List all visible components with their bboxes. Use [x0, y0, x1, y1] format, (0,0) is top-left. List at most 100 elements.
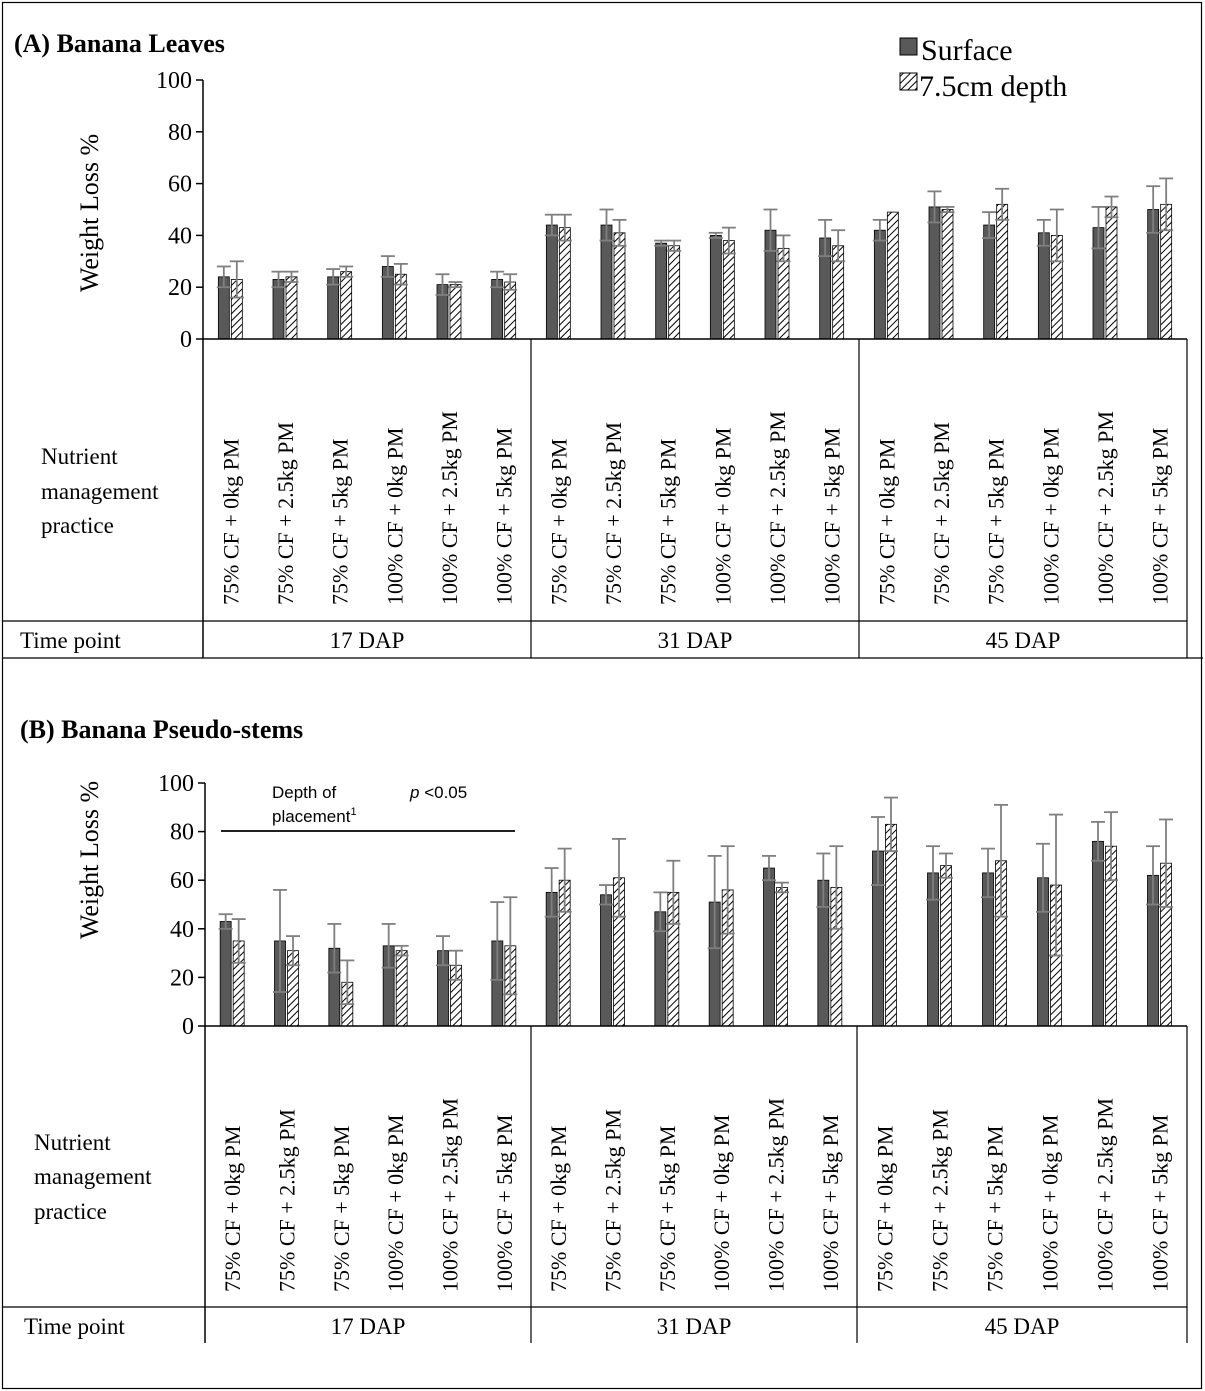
- category-label: 75% CF + 2.5kg PM: [273, 422, 298, 605]
- category-label: 100% CF + 2.5kg PM: [764, 1098, 789, 1292]
- annotation-superscript: 1: [350, 806, 356, 818]
- bar-depth: [885, 823, 897, 1027]
- annotation-depth-text: placement: [272, 807, 351, 826]
- bar-depth: [722, 240, 735, 340]
- annotation-pvalue: p <0.05: [409, 783, 467, 802]
- y-tick-label: 80: [168, 120, 192, 146]
- annotation-depth-line2: placement1: [272, 806, 357, 826]
- bar-surface: [763, 867, 775, 1027]
- bar-surface: [1092, 840, 1104, 1027]
- bar-depth: [340, 271, 353, 340]
- panel-b-y-ticks: 0 20 40 60 80 100: [158, 771, 205, 1040]
- category-label: 100% CF + 5kg PM: [1148, 428, 1173, 605]
- bar-depth: [996, 203, 1009, 340]
- bar-surface: [545, 224, 558, 340]
- group-label: 45 DAP: [986, 628, 1061, 653]
- category-label: 100% CF + 2.5kg PM: [1093, 411, 1118, 605]
- row-header-line: management: [34, 1164, 152, 1189]
- category-label: 75% CF + 2.5kg PM: [601, 422, 626, 605]
- panel-b-time-header: Time point: [24, 1314, 125, 1339]
- panel-b: (B) Banana Pseudo-stems Weight Loss % 0 2…: [2, 715, 1188, 1343]
- bar-depth: [940, 865, 952, 1027]
- bar-depth: [558, 227, 571, 340]
- category-label: 75% CF + 5kg PM: [983, 1126, 1008, 1292]
- legend: Surface 7.5cm depth: [899, 34, 1067, 103]
- bar-surface: [600, 224, 613, 340]
- category-label: 75% CF + 0kg PM: [546, 1126, 571, 1292]
- panel-b-category-labels: 75% CF + 0kg PM 75% CF + 2.5kg PM 75% CF +…: [220, 1098, 1172, 1292]
- panel-a-y-axis-label: Weight Loss %: [75, 134, 104, 292]
- category-label: 75% CF + 5kg PM: [655, 1126, 680, 1292]
- bar-depth: [668, 245, 681, 340]
- group-label: 45 DAP: [985, 1314, 1060, 1339]
- category-label: 75% CF + 0kg PM: [218, 439, 243, 605]
- category-label: 100% CF + 0kg PM: [1038, 428, 1063, 605]
- group-label: 31 DAP: [658, 628, 733, 653]
- panel-a-bars: [216, 177, 1174, 340]
- category-label: 100% CF + 2.5kg PM: [437, 411, 462, 605]
- row-header-line: Nutrient: [41, 444, 118, 469]
- bar-surface: [600, 894, 612, 1027]
- bar-depth: [449, 284, 462, 340]
- panel-b-y-axis-label: Weight Loss %: [75, 781, 104, 939]
- annotation-p: p: [409, 783, 419, 802]
- category-label: 75% CF + 2.5kg PM: [929, 422, 954, 605]
- bar-depth: [395, 950, 408, 1027]
- category-label: 100% CF + 2.5kg PM: [765, 411, 790, 605]
- bar-surface: [491, 279, 504, 340]
- bar-surface: [928, 206, 941, 340]
- group-label: 17 DAP: [330, 628, 405, 653]
- panel-a-group-labels: 17 DAP 31 DAP 45 DAP: [330, 628, 1061, 653]
- row-header-line: Nutrient: [34, 1130, 111, 1155]
- panel-a-category-labels: 75% CF + 0kg PM 75% CF + 2.5kg PM 75% CF +…: [218, 411, 1172, 605]
- category-label: 75% CF + 0kg PM: [874, 439, 899, 605]
- bar-surface: [327, 276, 340, 340]
- group-label: 17 DAP: [331, 1314, 406, 1339]
- category-label: 75% CF + 0kg PM: [220, 1126, 245, 1292]
- bar-depth: [1105, 206, 1118, 340]
- category-label: 100% CF + 0kg PM: [709, 1115, 734, 1292]
- y-tick-label: 100: [158, 771, 194, 797]
- panel-b-table: [2, 783, 1188, 1343]
- y-tick-label: 40: [170, 917, 194, 943]
- bar-depth: [776, 887, 788, 1027]
- panel-a-table: [2, 80, 1188, 658]
- bar-surface: [709, 234, 722, 340]
- y-tick-label: 0: [180, 327, 192, 353]
- category-label: 75% CF + 5kg PM: [984, 439, 1009, 605]
- row-header-line: practice: [41, 513, 114, 538]
- y-tick-label: 0: [182, 1014, 194, 1040]
- category-label: 100% CF + 0kg PM: [1038, 1115, 1063, 1292]
- category-label: 75% CF + 0kg PM: [546, 439, 571, 605]
- panel-a-time-header: Time point: [20, 628, 121, 653]
- panel-b-title: (B) Banana Pseudo-stems: [20, 715, 303, 744]
- category-label: 100% CF + 2.5kg PM: [438, 1098, 463, 1292]
- category-label: 75% CF + 5kg PM: [329, 1126, 354, 1292]
- annotation-p-threshold: <0.05: [419, 783, 467, 802]
- legend-depth-label: 7.5cm depth: [919, 70, 1067, 103]
- y-tick-label: 60: [170, 868, 194, 894]
- panel-b-bars: [218, 796, 1173, 1027]
- panel-a-title: (A) Banana Leaves: [14, 29, 225, 58]
- category-label: 100% CF + 5kg PM: [820, 428, 845, 605]
- y-tick-label: 80: [170, 820, 194, 846]
- panel-b-annotation: Depth of placement1 p <0.05: [221, 783, 515, 832]
- legend-surface-swatch: [899, 37, 918, 56]
- bar-surface: [219, 921, 232, 1027]
- category-label: 100% CF + 5kg PM: [492, 428, 517, 605]
- panel-a: (A) Banana Leaves Surface 7.5cm depth We…: [2, 29, 1188, 658]
- category-label: 100% CF + 0kg PM: [383, 1115, 408, 1292]
- bar-surface: [983, 224, 996, 340]
- category-label: 75% CF + 0kg PM: [873, 1126, 898, 1292]
- bar-depth: [285, 276, 298, 340]
- category-label: 100% CF + 5kg PM: [1148, 1115, 1173, 1292]
- category-label: 100% CF + 0kg PM: [382, 428, 407, 605]
- category-label: 100% CF + 5kg PM: [492, 1115, 517, 1292]
- panel-a-row-header: Nutrient management practice: [41, 444, 159, 538]
- y-tick-label: 60: [168, 172, 192, 198]
- panel-a-y-ticks: 0 20 40 60 80 100: [156, 68, 203, 353]
- category-label: 75% CF + 2.5kg PM: [601, 1109, 626, 1292]
- row-header-line: practice: [34, 1199, 107, 1224]
